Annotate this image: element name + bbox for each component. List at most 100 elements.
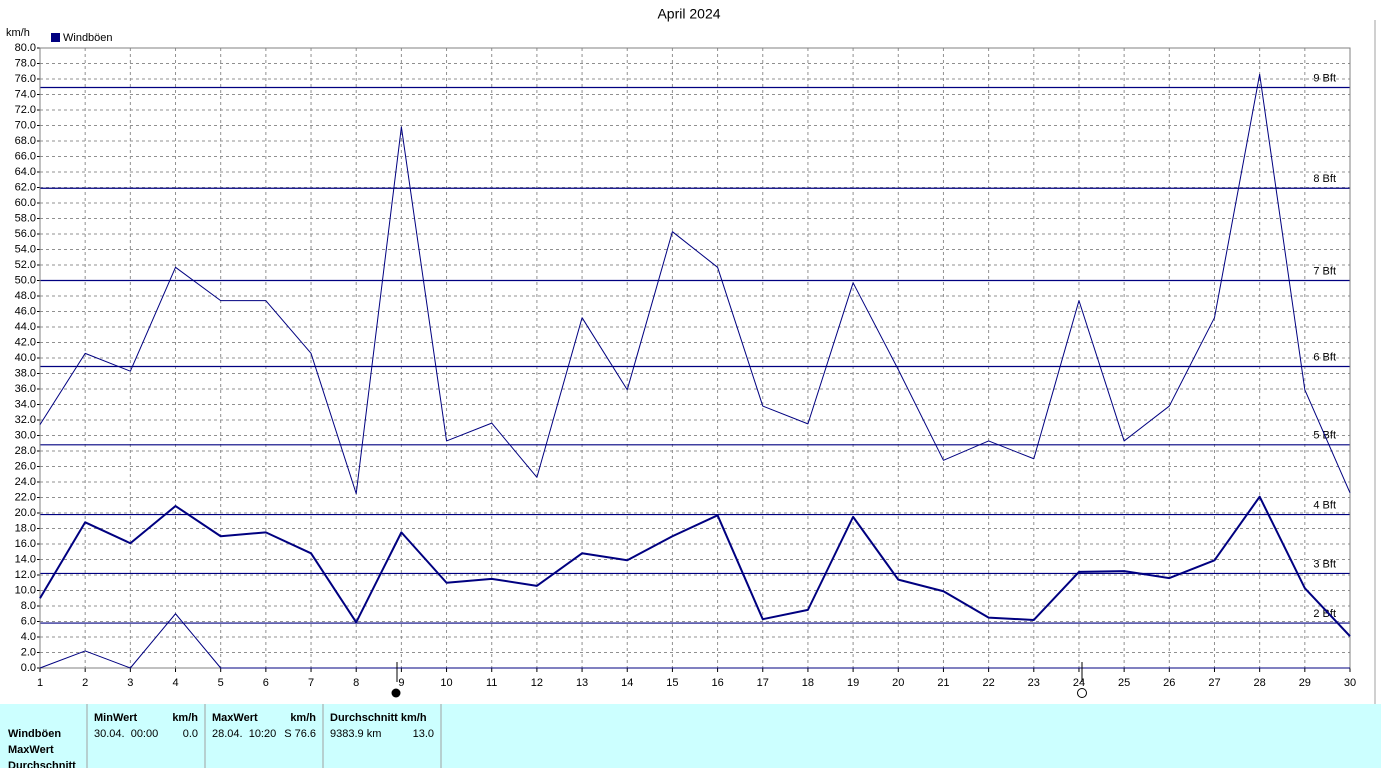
- x-tick-label: 28: [1254, 677, 1266, 689]
- y-tick-label: 74.0: [15, 88, 36, 100]
- x-tick-label: 9: [398, 677, 404, 689]
- legend-label: Windböen: [63, 32, 113, 44]
- y-tick-label: 14.0: [15, 553, 36, 565]
- table-cell: 0.0: [183, 728, 198, 740]
- x-tick-label: 6: [263, 677, 269, 689]
- table-cell: 30.04. 00:00: [94, 728, 158, 740]
- x-tick-label: 30: [1344, 677, 1356, 689]
- y-tick-label: 0.0: [21, 662, 36, 674]
- x-tick-label: 18: [802, 677, 814, 689]
- table-header: km/h: [290, 712, 316, 724]
- table-header: MaxWert: [212, 712, 258, 724]
- x-tick-label: 12: [531, 677, 543, 689]
- y-tick-label: 70.0: [15, 119, 36, 131]
- moon-full: [1077, 688, 1087, 698]
- x-tick-label: 8: [353, 677, 359, 689]
- moon-new: [391, 688, 401, 698]
- y-tick-label: 26.0: [15, 460, 36, 472]
- y-tick-label: 66.0: [15, 150, 36, 162]
- y-tick-label: 62.0: [15, 181, 36, 193]
- x-tick-label: 10: [440, 677, 452, 689]
- y-tick-label: 68.0: [15, 135, 36, 147]
- beaufort-label: 8 Bft: [1313, 173, 1336, 185]
- chart-title: April 2024: [657, 6, 720, 22]
- x-tick-label: 22: [982, 677, 994, 689]
- y-tick-label: 58.0: [15, 212, 36, 224]
- table-background: [0, 704, 1381, 768]
- y-tick-label: 80.0: [15, 42, 36, 54]
- y-tick-label: 8.0: [21, 600, 36, 612]
- series-line: [39, 613, 1350, 669]
- y-tick-label: 72.0: [15, 104, 36, 116]
- y-tick-label: 50.0: [15, 274, 36, 286]
- beaufort-label: 6 Bft: [1313, 351, 1336, 363]
- y-tick-label: 60.0: [15, 197, 36, 209]
- y-tick-label: 30.0: [15, 429, 36, 441]
- x-tick-label: 1: [37, 677, 43, 689]
- y-tick-label: 46.0: [15, 305, 36, 317]
- x-tick-label: 14: [621, 677, 633, 689]
- y-tick-label: 24.0: [15, 476, 36, 488]
- table-header: km/h: [172, 712, 198, 724]
- x-tick-label: 25: [1118, 677, 1130, 689]
- table-header: Durchschnitt km/h: [330, 712, 427, 724]
- x-tick-label: 4: [172, 677, 178, 689]
- beaufort-label: 4 Bft: [1313, 499, 1336, 511]
- x-tick-label: 27: [1208, 677, 1220, 689]
- y-tick-label: 76.0: [15, 73, 36, 85]
- x-tick-label: 26: [1163, 677, 1175, 689]
- y-tick-label: 2.0: [21, 646, 36, 658]
- beaufort-label: 3 Bft: [1313, 558, 1336, 570]
- y-tick-label: 38.0: [15, 367, 36, 379]
- y-tick-label: 4.0: [21, 631, 36, 643]
- y-tick-label: 56.0: [15, 228, 36, 240]
- table-header: MinWert: [94, 712, 138, 724]
- y-tick-label: 12.0: [15, 569, 36, 581]
- x-tick-label: 16: [711, 677, 723, 689]
- y-tick-label: 10.0: [15, 584, 36, 596]
- table-cell: 13.0: [413, 728, 434, 740]
- y-tick-label: 40.0: [15, 352, 36, 364]
- y-tick-label: 54.0: [15, 243, 36, 255]
- summary-table: Windböen MaxWert Durchschnitt MinWert km…: [0, 704, 1381, 768]
- row-label: Windböen: [8, 728, 61, 740]
- x-tick-label: 13: [576, 677, 588, 689]
- x-tick-label: 11: [486, 677, 497, 689]
- row-label: MaxWert: [8, 744, 54, 756]
- beaufort-label: 2 Bft: [1313, 608, 1336, 620]
- series-line: [39, 495, 1351, 637]
- y-tick-label: 22.0: [15, 491, 36, 503]
- y-tick-label: 64.0: [15, 166, 36, 178]
- x-tick-label: 20: [892, 677, 904, 689]
- x-tick-label: 2: [82, 677, 88, 689]
- beaufort-label: 9 Bft: [1313, 72, 1336, 84]
- row-label: Durchschnitt: [8, 760, 76, 768]
- y-tick-label: 18.0: [15, 522, 36, 534]
- y-tick-label: 32.0: [15, 414, 36, 426]
- series-lines: [39, 73, 1351, 669]
- y-tick-label: 48.0: [15, 290, 36, 302]
- x-tick-label: 5: [218, 677, 224, 689]
- x-tick-label: 21: [937, 677, 949, 689]
- y-tick-label: 78.0: [15, 57, 36, 69]
- x-tick-label: 19: [847, 677, 859, 689]
- x-tick-label: 3: [127, 677, 133, 689]
- x-tick-label: 17: [757, 677, 769, 689]
- y-tick-label: 28.0: [15, 445, 36, 457]
- beaufort-label: 7 Bft: [1313, 265, 1336, 277]
- x-tick-label: 29: [1299, 677, 1311, 689]
- x-tick-label: 24: [1073, 677, 1085, 689]
- y-tick-label: 44.0: [15, 321, 36, 333]
- table-cell: 9383.9 km: [330, 728, 381, 740]
- y-tick-label: 6.0: [21, 615, 36, 627]
- x-tick-label: 23: [1028, 677, 1040, 689]
- table-cell: 28.04. 10:20: [212, 728, 276, 740]
- y-tick-label: 42.0: [15, 336, 36, 348]
- y-tick-label: 20.0: [15, 507, 36, 519]
- y-axis-label: km/h: [6, 27, 30, 39]
- y-tick-label: 34.0: [15, 398, 36, 410]
